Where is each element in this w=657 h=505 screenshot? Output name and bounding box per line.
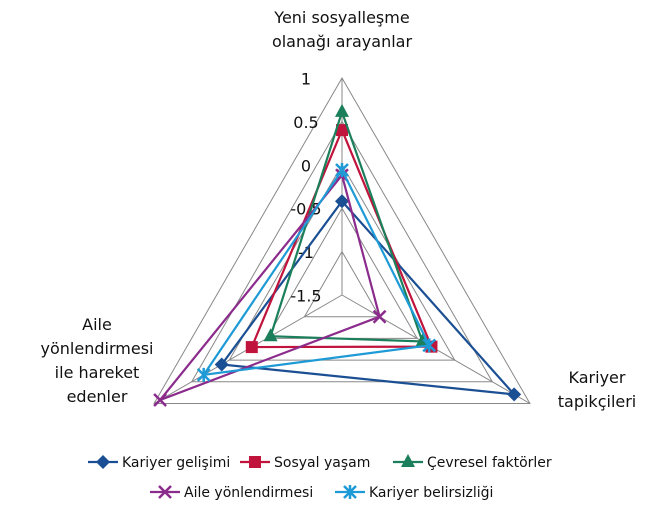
- legend-item: Aile yönlendirmesi: [150, 485, 313, 501]
- tick-label: 1: [301, 70, 311, 89]
- category-label: Aile yönlendirmesi ile hareket edenler: [41, 315, 154, 406]
- marker: [507, 387, 522, 402]
- marker: [335, 163, 349, 178]
- marker: [96, 455, 110, 469]
- marker: [214, 357, 229, 372]
- marker: [422, 338, 437, 353]
- grid-ring: [303, 250, 381, 318]
- series-line: [219, 199, 517, 396]
- grid-ring: [153, 76, 531, 404]
- marker: [401, 454, 415, 467]
- tick-label: 0: [301, 156, 311, 175]
- marker: [263, 328, 278, 342]
- marker: [372, 309, 387, 324]
- category-label: Yeni sosyalleşme olanağı arayanlar: [272, 8, 413, 51]
- tick-label: 0.5: [293, 113, 318, 132]
- series-line: [269, 108, 425, 343]
- marker: [335, 103, 349, 117]
- legend-item: Kariyer belirsizliği: [335, 485, 493, 501]
- legend-label: Kariyer belirsizliği: [369, 485, 493, 501]
- legend-item: Çevresel faktörler: [393, 454, 552, 471]
- marker: [196, 367, 211, 382]
- marker: [158, 485, 172, 499]
- tick-label: -1.5: [290, 287, 321, 306]
- legend-label: Kariyer gelişimi: [122, 455, 230, 471]
- grid-ring: [228, 163, 456, 361]
- category-label: Kariyer tapikçileri: [558, 368, 637, 411]
- grid-ring: [190, 120, 494, 383]
- marker: [343, 485, 357, 499]
- marker: [335, 194, 349, 209]
- tick-label: -0.5: [290, 200, 321, 219]
- marker: [249, 456, 261, 468]
- series-line: [201, 167, 431, 377]
- legend-label: Sosyal yaşam: [274, 455, 370, 471]
- legend-label: Aile yönlendirmesi: [184, 485, 313, 501]
- marker: [245, 341, 258, 354]
- series-line: [156, 172, 381, 403]
- marker: [153, 393, 167, 407]
- marker: [336, 124, 348, 137]
- legend-item: Sosyal yaşam: [240, 455, 370, 471]
- legend-item: Kariyer gelişimi: [88, 455, 230, 471]
- legend-label: Çevresel faktörler: [427, 455, 552, 471]
